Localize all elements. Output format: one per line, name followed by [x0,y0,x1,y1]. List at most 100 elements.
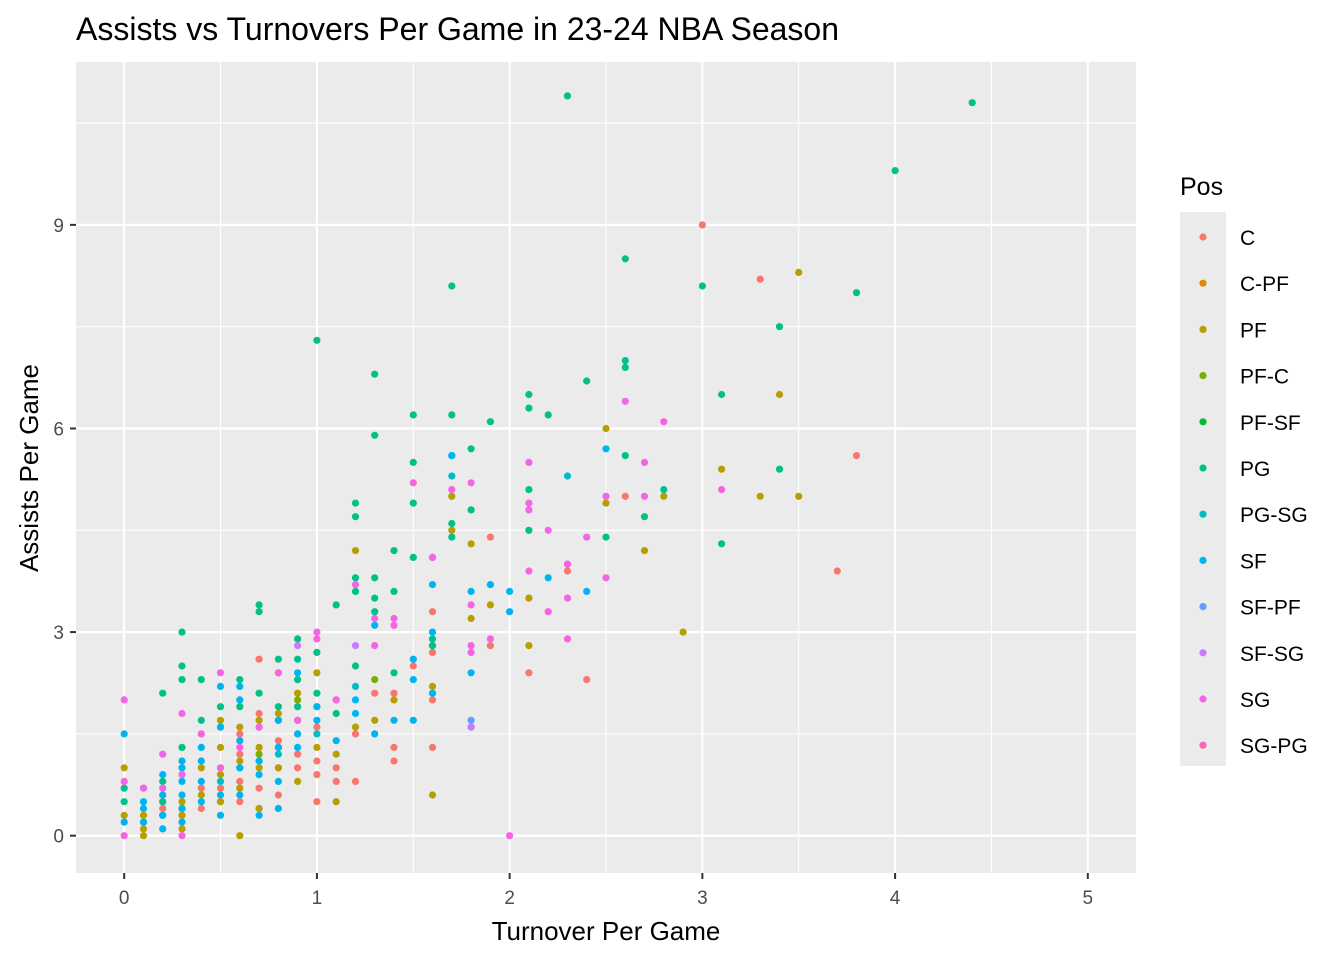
data-point [429,690,436,697]
data-point [468,445,475,452]
data-point [236,683,243,690]
data-point [217,744,224,751]
data-point [487,418,494,425]
data-point [622,452,629,459]
data-point [352,710,359,717]
data-point [217,791,224,798]
data-point [583,377,590,384]
data-point [236,724,243,731]
data-point [217,778,224,785]
legend-key [1199,695,1206,702]
data-point [121,832,128,839]
data-point [410,676,417,683]
data-point [583,676,590,683]
data-point [525,405,532,412]
data-point [313,744,320,751]
data-point [275,764,282,771]
data-point [390,622,397,629]
data-point [333,751,340,758]
data-point [448,520,455,527]
data-point [256,717,263,724]
data-point [795,493,802,500]
data-point [294,717,301,724]
data-point [217,717,224,724]
data-point [699,221,706,228]
data-point [371,676,378,683]
data-point [121,696,128,703]
x-axis-title: Turnover Per Game [492,916,721,946]
data-point [121,812,128,819]
data-point [352,642,359,649]
legend-key [1199,511,1206,518]
data-point [333,696,340,703]
data-point [140,819,147,826]
data-point [525,642,532,649]
data-point [506,588,513,595]
data-point [371,642,378,649]
x-axis: 012345 [119,873,1093,909]
data-point [178,662,185,669]
data-point [256,601,263,608]
data-point [352,513,359,520]
data-point [525,527,532,534]
x-tick-label: 0 [119,888,130,909]
data-point [853,289,860,296]
legend-key [1199,280,1206,287]
data-point [294,696,301,703]
data-point [159,812,166,819]
data-point [525,669,532,676]
data-point [333,798,340,805]
data-point [294,744,301,751]
data-point [121,764,128,771]
data-point [564,595,571,602]
data-point [622,255,629,262]
legend-key [1199,603,1206,610]
data-point [275,703,282,710]
data-point [256,656,263,663]
legend: Pos CC-PFPFPF-CPF-SFPGPG-SGSFSF-PFSF-SGS… [1180,173,1308,766]
legend-label: SG-PG [1240,735,1308,758]
data-point [217,771,224,778]
data-point [371,730,378,737]
data-point [602,534,609,541]
data-point [217,812,224,819]
data-point [429,649,436,656]
data-point [178,812,185,819]
data-point [680,629,687,636]
y-tick-label: 3 [53,623,64,644]
data-point [275,805,282,812]
data-point [217,683,224,690]
data-point [390,615,397,622]
legend-key [1199,557,1206,564]
data-point [275,710,282,717]
data-point [410,479,417,486]
data-point [602,500,609,507]
legend-key [1199,233,1206,240]
data-point [525,567,532,574]
data-point [371,717,378,724]
data-point [583,588,590,595]
data-point [429,683,436,690]
data-point [313,635,320,642]
data-point [718,466,725,473]
legend-key [1199,372,1206,379]
data-point [236,798,243,805]
data-point [217,703,224,710]
data-point [525,506,532,513]
data-point [390,690,397,697]
data-point [217,724,224,731]
data-point [622,364,629,371]
data-point [660,418,667,425]
data-point [429,744,436,751]
data-point [236,778,243,785]
data-point [699,282,706,289]
data-point [525,459,532,466]
data-point [448,534,455,541]
data-point [564,472,571,479]
data-point [776,391,783,398]
data-point [275,656,282,663]
data-point [178,757,185,764]
data-point [410,459,417,466]
data-point [468,479,475,486]
data-point [159,825,166,832]
